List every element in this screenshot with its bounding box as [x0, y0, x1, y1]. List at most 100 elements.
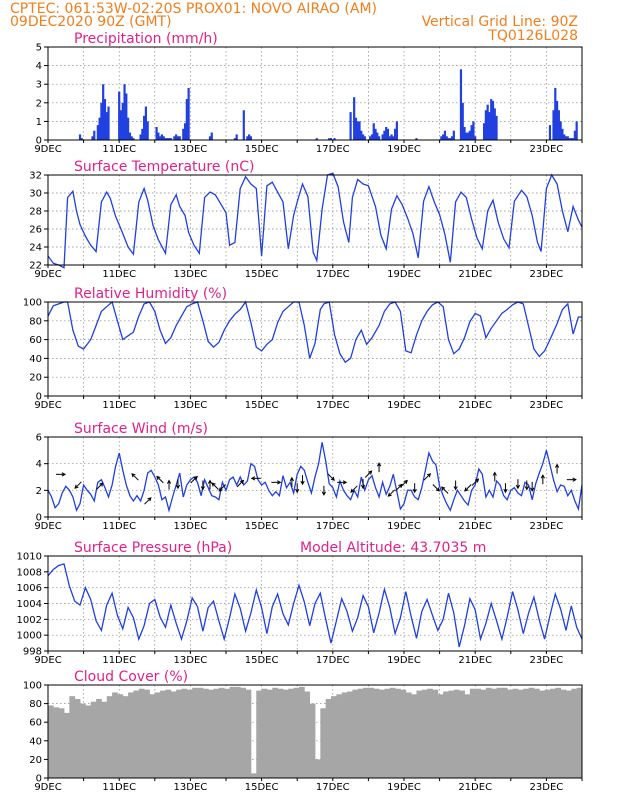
wind-arrow — [337, 480, 348, 485]
precip-bar — [183, 123, 187, 140]
cloud-bar — [272, 687, 279, 778]
rh-xtick: 13DEC — [174, 400, 208, 411]
precip-bar — [392, 136, 395, 140]
cloud-xtick: 11DEC — [102, 782, 136, 793]
precip-bar — [440, 136, 443, 140]
precip-bar — [564, 136, 568, 140]
pressure-ytick: 1004 — [17, 599, 42, 610]
precip-bar — [210, 132, 213, 140]
cloud-bar — [192, 687, 198, 778]
wind-arrow — [350, 485, 358, 493]
temp-xtick: 21DEC — [458, 269, 492, 280]
precip-bar — [128, 132, 131, 140]
cloud-bar — [58, 708, 65, 778]
rh-xtick: 23DEC — [530, 400, 564, 411]
temp-ytick: 32 — [29, 171, 42, 182]
wind-arrow — [432, 484, 440, 492]
wind-arrow — [423, 473, 432, 481]
precip-bar — [329, 138, 333, 140]
precip-bar — [119, 110, 123, 140]
temp-ytick: 24 — [29, 243, 42, 254]
temp-ytick: 30 — [29, 189, 42, 200]
precip-frame — [47, 46, 583, 141]
wind-arrow-head — [207, 479, 213, 484]
cloud-bar — [85, 705, 92, 778]
cloud-bar — [405, 692, 412, 778]
temp-ytick: 22 — [29, 261, 42, 272]
cloud-bar — [373, 688, 380, 778]
precip-bar — [121, 102, 124, 140]
cloud-bar — [181, 688, 188, 778]
precip-bar — [175, 134, 178, 140]
wind-arrow — [441, 486, 449, 494]
pressure-series-line — [47, 563, 583, 648]
precip-bar — [465, 132, 468, 140]
precip-bar — [575, 121, 578, 140]
cloud-bar — [379, 689, 385, 778]
rh-ytick: 60 — [29, 335, 42, 346]
wind-arrow-shaft — [432, 484, 440, 492]
rh-xtick: 17DEC — [316, 400, 350, 411]
precip-bar — [486, 104, 489, 140]
precip-bar — [78, 134, 82, 140]
precip-xtick: 9DEC — [34, 144, 61, 155]
cloud-bar — [347, 691, 353, 778]
wind-frame — [47, 436, 583, 518]
cloud-bar — [48, 705, 54, 778]
precip-bar — [143, 115, 146, 140]
precip-bar — [495, 115, 498, 140]
cloud-bar — [368, 687, 375, 778]
precip-bar — [358, 121, 361, 140]
rh-xtick: 11DEC — [102, 400, 136, 411]
cloud-bar — [266, 689, 273, 778]
cloud-bar — [352, 689, 359, 778]
wind-arrow — [250, 476, 261, 481]
cloud-bar — [197, 687, 204, 778]
precip-xtick: 21DEC — [458, 144, 492, 155]
wind-arrow-shaft — [423, 473, 431, 481]
cloud-bar — [202, 688, 209, 778]
wind-arrow-head — [554, 463, 560, 468]
precip-bar — [80, 138, 83, 140]
cloud-bar — [512, 688, 519, 778]
temp-panel: 22 24 26 28 30 32 9DEC 11DEC 13DEC 15DEC 17DEC 19DE… — [29, 159, 583, 280]
cloud-bar — [309, 703, 316, 778]
precip-bar — [383, 130, 386, 140]
precip-bar — [144, 106, 147, 140]
precip-bar — [235, 134, 238, 140]
cloud-bar — [186, 689, 193, 778]
cloud-xtick: 15DEC — [245, 782, 279, 793]
precip-bar — [376, 132, 379, 140]
cloud-bar — [144, 689, 150, 778]
precip-bar — [127, 117, 130, 140]
rh-panel: 0 20 40 60 80 100 9DEC 11DEC 13DEC 15DEC 17DEC 19DE… — [23, 286, 583, 411]
pressure-xtick: 23DEC — [530, 655, 564, 666]
precip-bar — [377, 136, 381, 140]
precip-bar — [157, 132, 160, 140]
wind-arrow-shaft — [96, 482, 104, 490]
wind-arrow-head — [572, 477, 577, 482]
wind-arrow-head — [464, 487, 469, 492]
precip-bar — [146, 121, 149, 140]
precip-bar — [360, 130, 363, 140]
pressure-xtick: 19DEC — [387, 655, 421, 666]
wind-arrow-head — [200, 486, 205, 491]
wind-arrow-shaft — [395, 484, 403, 492]
wind-arrow — [289, 476, 294, 487]
temp-frame — [47, 174, 583, 266]
wind-arrow-head — [540, 474, 545, 479]
cloud-bar — [213, 688, 220, 778]
cloud-bar — [128, 692, 134, 778]
wind-ytick: 4 — [36, 459, 42, 470]
precip-bar — [415, 138, 418, 140]
wind-arrow-head — [218, 487, 223, 492]
precip-bar — [563, 134, 566, 140]
cloud-bar — [53, 707, 60, 778]
cloud-ytick: 100 — [23, 681, 42, 692]
temp-xtick: 19DEC — [387, 269, 421, 280]
precip-bar — [159, 136, 162, 140]
wind-arrow — [540, 474, 545, 485]
wind-ytick: 2 — [36, 486, 42, 497]
temp-title: Surface Temperature (nC) — [74, 159, 255, 175]
header-model-id: TQ0126L028 — [488, 28, 578, 44]
